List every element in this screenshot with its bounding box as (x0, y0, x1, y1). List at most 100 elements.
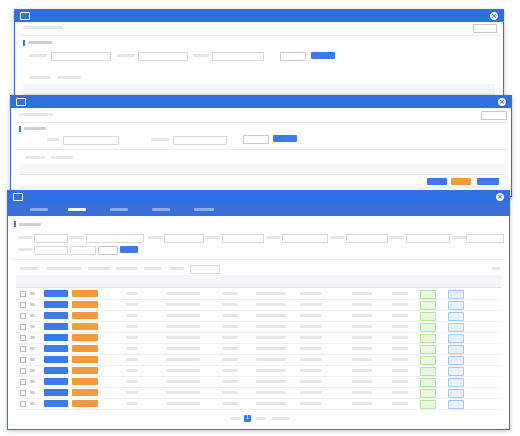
search-button[interactable] (273, 135, 297, 142)
row-action-button[interactable] (451, 178, 471, 185)
row-checkbox[interactable] (20, 335, 26, 341)
toolbar-action[interactable] (20, 267, 38, 270)
close-icon[interactable]: × (490, 12, 498, 20)
row-checkbox[interactable] (20, 346, 26, 352)
filter-field[interactable] (212, 52, 264, 61)
nav-tab[interactable] (110, 208, 128, 211)
section-title (19, 223, 41, 226)
nav-tab[interactable] (30, 208, 48, 211)
filter-field[interactable] (70, 246, 96, 255)
back-button[interactable] (481, 111, 507, 120)
toolbar-action[interactable] (51, 156, 73, 159)
row-action-button[interactable] (44, 301, 68, 308)
filter-field[interactable] (63, 136, 119, 145)
toolbar-action[interactable] (144, 267, 162, 270)
row-checkbox[interactable] (20, 324, 26, 330)
filter-field[interactable] (86, 234, 144, 243)
row-action-button[interactable] (72, 378, 98, 385)
table-header (16, 275, 502, 288)
filter-field[interactable] (173, 136, 227, 145)
nav-tab[interactable] (152, 208, 170, 211)
reset-button[interactable] (98, 246, 118, 255)
toolbar-action[interactable] (57, 76, 81, 79)
pagination-current[interactable]: 1 (244, 415, 251, 422)
status-badge (420, 290, 436, 299)
filter-field[interactable] (406, 234, 450, 243)
column-settings-icon[interactable] (492, 267, 500, 270)
row-checkbox[interactable] (20, 313, 26, 319)
toolbar-action[interactable] (116, 267, 138, 270)
row-action-button[interactable] (72, 323, 98, 330)
close-icon[interactable]: × (496, 193, 504, 201)
table-cell (300, 369, 322, 372)
table-cell (300, 303, 322, 306)
row-action-button[interactable] (44, 378, 68, 385)
nav-tab[interactable] (194, 208, 214, 211)
row-action-button[interactable] (72, 345, 98, 352)
filter-field[interactable] (34, 234, 68, 243)
filter-field[interactable] (346, 234, 388, 243)
row-action-button[interactable] (44, 356, 68, 363)
filter-field[interactable] (138, 52, 188, 61)
front-window: × 1 (7, 190, 510, 430)
table-cell (256, 369, 286, 372)
status-badge (448, 400, 464, 409)
toolbar-action[interactable] (46, 267, 82, 270)
row-action-button[interactable] (477, 178, 499, 185)
filter-field[interactable] (34, 246, 68, 255)
row-action-button[interactable] (72, 312, 98, 319)
search-button[interactable] (311, 52, 335, 59)
row-action-button[interactable] (44, 345, 68, 352)
app-logo-icon (16, 98, 26, 106)
row-action-button[interactable] (44, 334, 68, 341)
row-action-button[interactable] (44, 312, 68, 319)
row-action-button[interactable] (72, 301, 98, 308)
toolbar-action[interactable] (29, 76, 51, 79)
filter-label (266, 236, 280, 239)
row-action-button[interactable] (44, 389, 68, 396)
table-body (16, 288, 502, 410)
row-checkbox[interactable] (20, 379, 26, 385)
filter-field[interactable] (466, 234, 504, 243)
row-action-button[interactable] (44, 290, 68, 297)
table-cell (222, 391, 238, 394)
toolbar-action[interactable] (170, 267, 184, 270)
back-button[interactable] (473, 24, 497, 33)
table-cell (352, 347, 372, 350)
row-action-button[interactable] (44, 400, 68, 407)
row-action-button[interactable] (427, 178, 447, 185)
filter-field[interactable] (164, 234, 204, 243)
pagination-prev[interactable] (230, 417, 240, 420)
filter-field[interactable] (51, 52, 111, 61)
pagination-next[interactable] (256, 417, 266, 420)
reset-button[interactable] (243, 135, 269, 144)
row-action-button[interactable] (72, 290, 98, 297)
row-action-button[interactable] (44, 323, 68, 330)
close-icon[interactable]: × (498, 98, 506, 106)
row-checkbox[interactable] (20, 368, 26, 374)
table-cell (222, 325, 238, 328)
row-checkbox[interactable] (20, 302, 26, 308)
pagination-size[interactable] (272, 417, 290, 420)
row-action-button[interactable] (72, 389, 98, 396)
row-action-button[interactable] (72, 334, 98, 341)
row-checkbox[interactable] (20, 357, 26, 363)
nav-tab[interactable] (68, 208, 86, 211)
row-action-button[interactable] (72, 356, 98, 363)
filter-field[interactable] (282, 234, 328, 243)
search-button[interactable] (120, 246, 138, 253)
row-action-button[interactable] (72, 400, 98, 407)
filter-label (452, 236, 466, 239)
toolbar-action[interactable] (88, 267, 110, 270)
row-checkbox[interactable] (20, 401, 26, 407)
filter-field[interactable] (222, 234, 264, 243)
toolbar-action[interactable] (25, 156, 45, 159)
table-row (16, 321, 502, 333)
toolbar-select[interactable] (190, 265, 220, 274)
row-checkbox[interactable] (20, 291, 26, 297)
row-action-button[interactable] (72, 367, 98, 374)
row-checkbox[interactable] (20, 390, 26, 396)
row-action-button[interactable] (44, 367, 68, 374)
table-cell (352, 369, 372, 372)
reset-button[interactable] (280, 52, 306, 61)
